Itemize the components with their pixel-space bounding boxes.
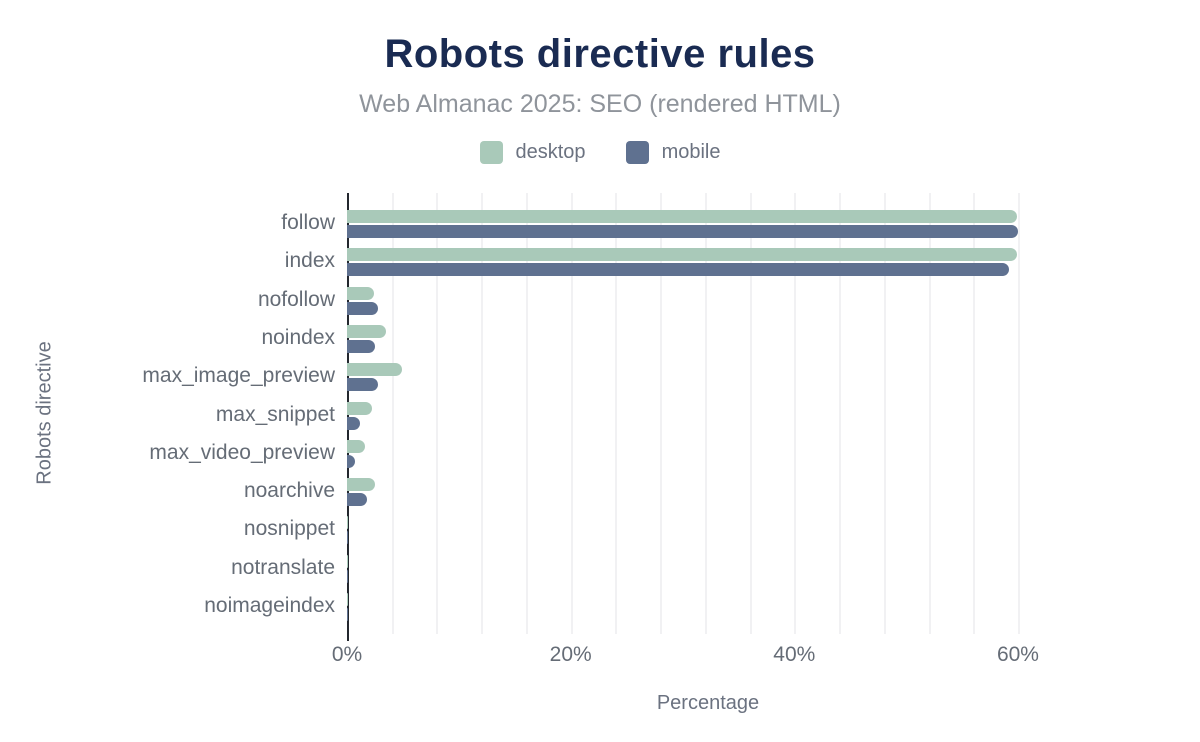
category-label-noimageindex: noimageindex — [204, 594, 335, 617]
bar-mobile-nosnippet — [347, 531, 349, 545]
gridline-60pct — [1017, 193, 1020, 634]
category-label-noindex: noindex — [261, 325, 335, 349]
bar-desktop-follow — [347, 210, 1017, 223]
gridline-4pct — [391, 193, 394, 634]
x-tick-40pct: 40% — [773, 643, 816, 666]
category-label-follow: follow — [281, 211, 335, 234]
legend-swatch-desktop — [479, 141, 503, 164]
bar-desktop-nofollow — [347, 286, 374, 300]
gridline-20pct — [570, 193, 573, 634]
category-label-max_image_preview: max_image_preview — [142, 364, 335, 388]
gridline-8pct — [436, 193, 439, 634]
legend-item-desktop: desktop — [479, 141, 586, 164]
legend-item-mobile: mobile — [625, 141, 721, 164]
category-label-max_video_preview: max_video_preview — [149, 440, 335, 464]
gridline-28pct — [660, 193, 663, 634]
gridline-16pct — [525, 193, 528, 634]
legend-label-mobile: mobile — [661, 141, 721, 163]
x-axis-zero-tick — [347, 634, 349, 641]
plot-area — [347, 193, 1069, 641]
legend-label-desktop: desktop — [515, 141, 586, 163]
bar-desktop-notranslate — [347, 554, 349, 568]
bar-desktop-max_video_preview — [347, 439, 365, 453]
category-label-max_snippet: max_snippet — [215, 402, 335, 426]
x-axis-title: Percentage — [656, 692, 760, 714]
gridline-12pct — [481, 193, 484, 634]
gridline-24pct — [615, 193, 618, 634]
gridline-40pct — [794, 193, 797, 634]
x-tick-0pct: 0% — [331, 643, 363, 666]
gridline-52pct — [928, 193, 931, 634]
category-label-noarchive: noarchive — [243, 479, 335, 503]
gridline-36pct — [749, 193, 752, 634]
gridline-56pct — [973, 193, 976, 634]
bar-desktop-max_image_preview — [347, 363, 402, 377]
bar-mobile-max_snippet — [347, 416, 361, 430]
category-label-nofollow: nofollow — [257, 287, 335, 311]
gridline-48pct — [883, 193, 886, 634]
x-tick-60pct: 60% — [996, 643, 1039, 666]
x-tick-20pct: 20% — [549, 643, 592, 666]
bar-mobile-notranslate — [347, 569, 349, 583]
chart-title: Robots directive rules — [384, 32, 816, 76]
bar-desktop-max_snippet — [347, 401, 372, 415]
chart-legend: desktop mobile — [0, 141, 1200, 164]
gridline-32pct — [704, 193, 707, 634]
bar-mobile-max_image_preview — [347, 378, 379, 392]
bar-mobile-noindex — [347, 339, 375, 353]
bar-mobile-index — [347, 263, 1010, 277]
legend-swatch-mobile — [625, 141, 649, 164]
bar-mobile-nofollow — [347, 301, 379, 315]
category-label-notranslate: notranslate — [231, 555, 335, 579]
bar-mobile-noarchive — [347, 493, 368, 507]
bar-mobile-noimageindex — [347, 608, 349, 621]
bar-mobile-max_video_preview — [347, 454, 355, 468]
gridline-44pct — [839, 193, 842, 634]
bar-desktop-noarchive — [347, 478, 375, 492]
chart-subtitle: Web Almanac 2025: SEO (rendered HTML) — [359, 90, 841, 118]
bar-mobile-follow — [347, 225, 1018, 238]
category-label-index: index — [284, 249, 335, 273]
bar-desktop-noimageindex — [347, 593, 349, 606]
bar-desktop-noindex — [347, 324, 387, 338]
bar-desktop-nosnippet — [347, 516, 349, 530]
category-label-nosnippet: nosnippet — [243, 517, 335, 541]
bar-desktop-index — [347, 248, 1017, 262]
